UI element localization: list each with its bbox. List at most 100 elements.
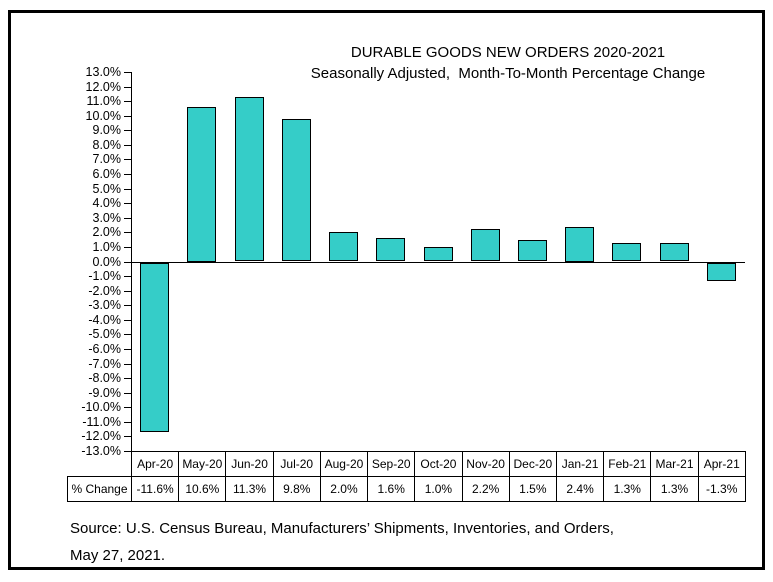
month-header-cell: Apr-20 [130,451,180,477]
y-axis-label: 7.0% [92,152,122,166]
bar-jun-20 [234,96,264,262]
y-axis-tick [124,407,131,408]
value-cell: 11.3% [225,476,274,502]
y-axis-label: 11.0% [86,94,121,108]
value-cell: 2.0% [319,476,369,502]
value-cell: 9.8% [272,476,321,502]
month-header-cell: Jan-21 [555,451,605,477]
bar-feb-21 [612,242,642,262]
y-axis-line [131,72,132,451]
data-table: Apr-20 May-20 Jun-20 Jul-20 Aug-20 Sep-20 Oct-… [67,451,746,502]
bar-dec-20 [518,239,547,262]
y-axis-tick [124,364,131,365]
value-cell: 1.3% [603,476,652,502]
y-axis-label: -1.0% [88,269,121,283]
y-axis-label: -7.0% [88,357,121,371]
bar-sep-20 [376,238,406,262]
chart-title-block: DURABLE GOODS NEW ORDERS 2020-2021 Seaso… [248,43,768,84]
bar-apr-20 [140,262,170,432]
x-axis-zero-line [131,262,745,263]
y-axis-tick [124,422,131,423]
y-axis-label: -6.0% [88,342,121,356]
source-line-2: May 27, 2021. [70,547,166,564]
value-cell: 1.0% [414,476,463,502]
y-axis-label: -3.0% [88,298,121,312]
month-header-cell: Nov-20 [461,451,510,477]
value-cell: 2.2% [461,476,510,502]
y-axis-label: -13.0% [81,444,121,458]
y-axis-label: 6.0% [92,167,122,181]
month-header-cell: Dec-20 [508,451,557,477]
bar-mar-21 [659,242,689,262]
y-axis-tick [124,334,131,335]
bar-jan-21 [565,226,595,262]
y-axis-label: -4.0% [88,313,121,327]
value-cell: 2.4% [555,476,605,502]
y-axis-tick [124,276,131,277]
y-axis-tick [124,349,131,350]
y-axis-label: 10.0% [85,109,121,123]
value-cell: -1.3% [697,476,746,502]
y-axis-label: 0.0% [92,255,122,269]
month-header-cell: Mar-21 [650,451,699,477]
y-axis-tick [124,247,131,248]
y-axis-tick [124,393,131,394]
y-axis-tick [124,451,131,452]
y-axis-tick [124,232,131,233]
chart-subtitle: Seasonally Adjusted, Month-To-Month Perc… [310,65,706,82]
source-note: Source: U.S. Census Bureau, Manufacturer… [70,515,614,569]
y-axis-label: -5.0% [88,327,121,341]
y-axis-label: 8.0% [92,138,122,152]
y-axis-label: 13.0% [85,65,121,79]
bar-jul-20 [281,118,311,262]
y-axis-label: 3.0% [92,211,122,225]
y-axis-tick [124,218,131,219]
bar-nov-20 [470,229,500,262]
y-axis-label: -2.0% [88,284,121,298]
value-cell: 10.6% [178,476,227,502]
y-axis-tick [124,101,131,102]
y-axis-tick [124,116,131,117]
value-cell: 1.3% [650,476,699,502]
y-axis-label: 9.0% [92,123,122,137]
y-axis-label: -12.0% [81,429,121,443]
y-axis-tick [124,189,131,190]
month-header-cell: May-20 [178,451,227,477]
y-axis-label: 5.0% [92,182,122,196]
chart-frame: DURABLE GOODS NEW ORDERS 2020-2021 Seaso… [8,10,765,570]
bar-oct-20 [423,246,453,262]
y-axis-tick [124,291,131,292]
y-axis-tick [124,262,131,263]
month-header-cell: Oct-20 [414,451,463,477]
y-axis-label: 4.0% [92,196,122,210]
bar-aug-20 [329,232,358,262]
y-axis-tick [124,305,131,306]
y-axis-tick [124,130,131,131]
y-axis-label: -8.0% [88,371,121,385]
bar-may-20 [187,107,217,262]
y-axis-tick [124,87,131,88]
y-axis-label: -10.0% [81,400,121,414]
month-header-cell: Jul-20 [272,451,321,477]
value-cell: 1.5% [508,476,557,502]
value-cell: -11.6% [130,476,180,502]
y-axis-tick [124,436,131,437]
y-axis-label: -11.0% [82,415,121,429]
y-axis-tick [124,378,131,379]
month-header-cell: Aug-20 [319,451,369,477]
y-axis-tick [124,320,131,321]
y-axis-label: 1.0% [92,240,122,254]
y-axis-tick [124,72,131,73]
source-line-1: Source: U.S. Census Bureau, Manufacturer… [70,520,614,537]
y-axis-label: -9.0% [88,386,121,400]
table-corner-cell [68,452,132,477]
month-header-cell: Sep-20 [367,451,416,477]
month-header-cell: Apr-21 [697,451,746,477]
month-header-cell: Feb-21 [603,451,652,477]
y-axis-tick [124,174,131,175]
chart-title: DURABLE GOODS NEW ORDERS 2020-2021 [350,44,666,61]
y-axis-label: 12.0% [85,80,121,94]
bar-apr-21 [706,262,736,282]
y-axis-label: 2.0% [92,225,122,239]
